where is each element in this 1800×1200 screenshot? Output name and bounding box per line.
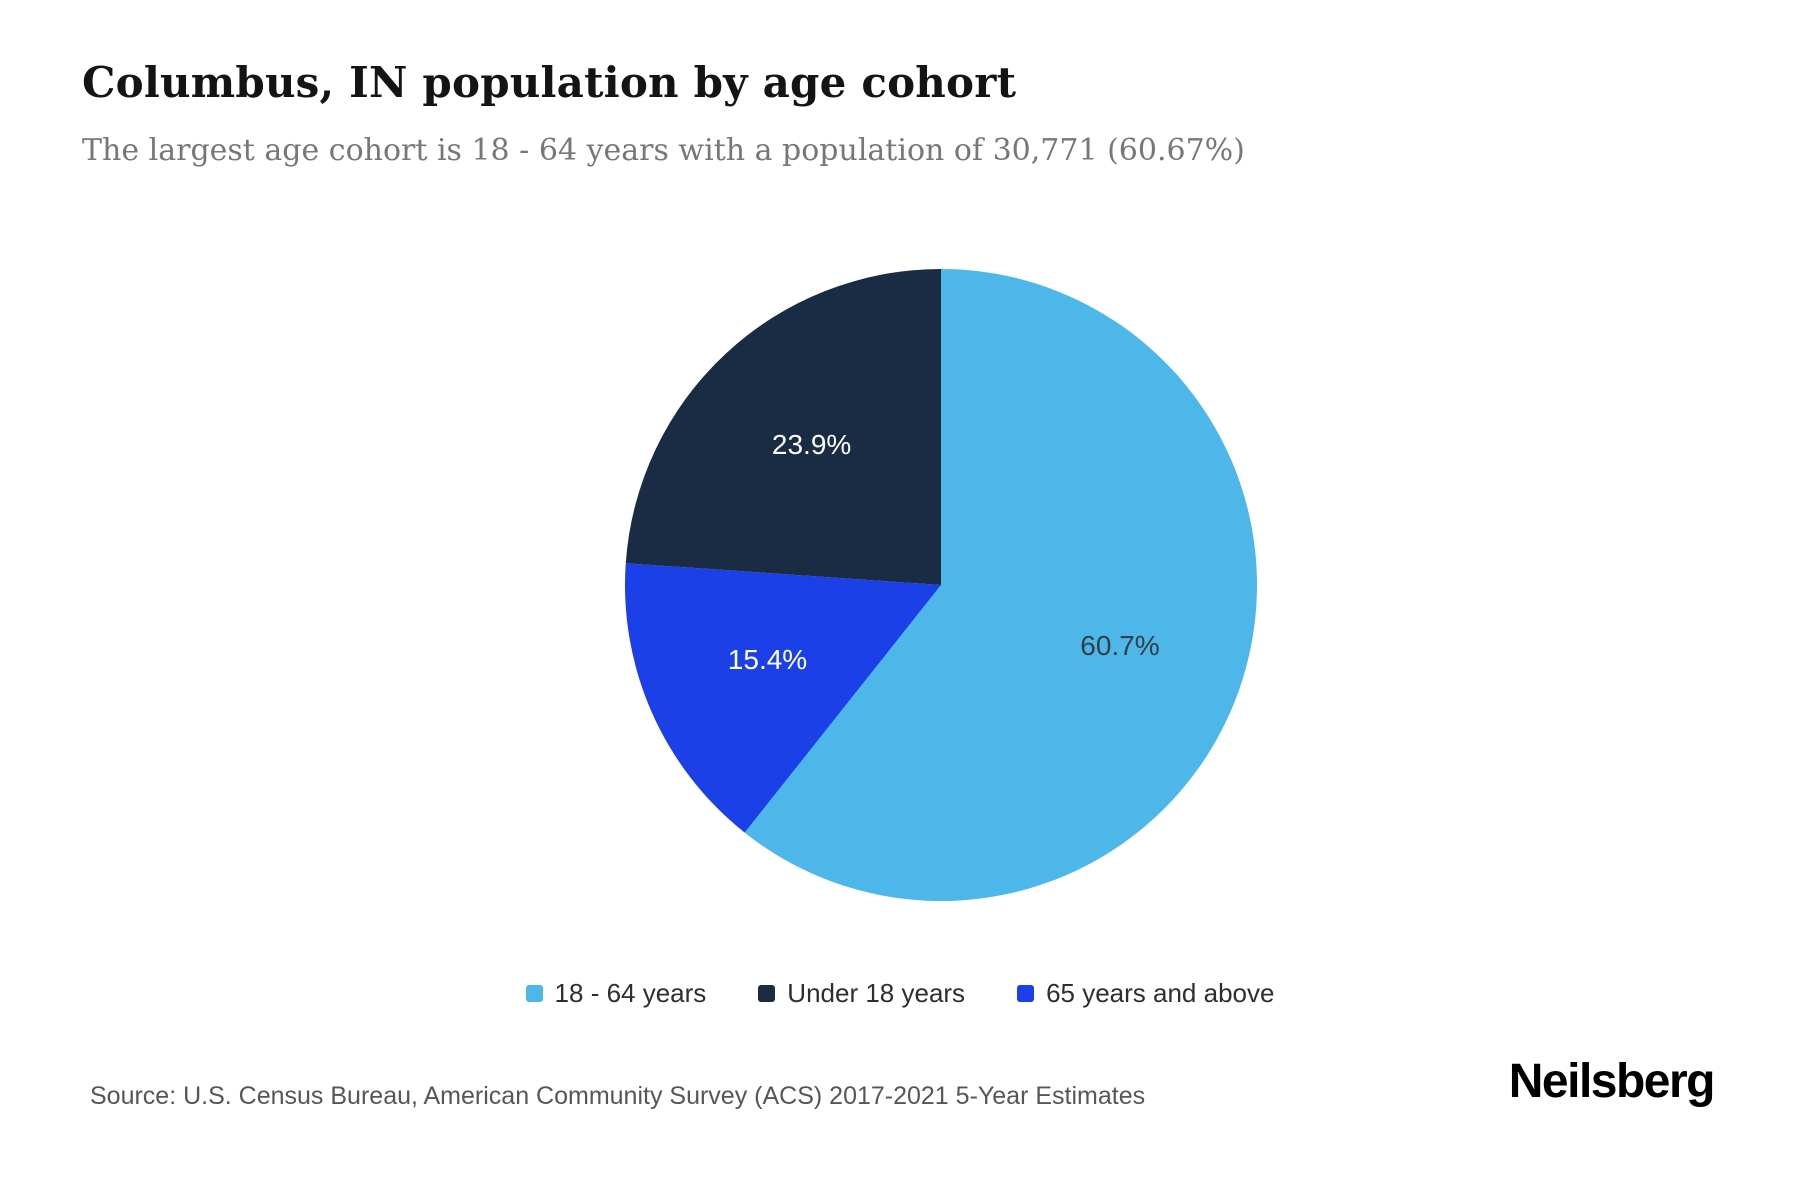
pie-slice[interactable] [624,563,941,833]
brand-logo: Neilsberg [1508,1055,1716,1108]
legend-item[interactable]: 18 - 64 years [525,978,707,1009]
legend-swatch [525,985,543,1002]
legend-label: 18 - 64 years [554,978,707,1008]
source-text: Source: U.S. Census Bureau, American Com… [90,1082,1146,1110]
legend-item[interactable]: Under 18 years [758,978,965,1009]
legend-label: Under 18 years [787,978,966,1008]
pie-slice[interactable] [625,269,941,585]
legend-swatch [758,985,776,1002]
legend-item[interactable]: 65 years and above [1017,978,1274,1009]
pie-slice-label: 60.7% [1080,630,1159,661]
pie-slice[interactable] [744,269,1257,901]
legend-swatch [1017,985,1035,1002]
legend-label: 65 years and above [1046,978,1275,1008]
pie-slice-label: 15.4% [728,644,807,675]
page-subtitle: The largest age cohort is 18 - 64 years … [82,133,1245,168]
pie-slice-label: 23.9% [772,429,851,460]
pie-chart: 60.7% 15.4% 23.9% [624,269,1257,901]
page-title: Columbus, IN population by age cohort [82,58,1017,107]
legend: 18 - 64 years Under 18 years 65 years and … [0,978,1800,1009]
